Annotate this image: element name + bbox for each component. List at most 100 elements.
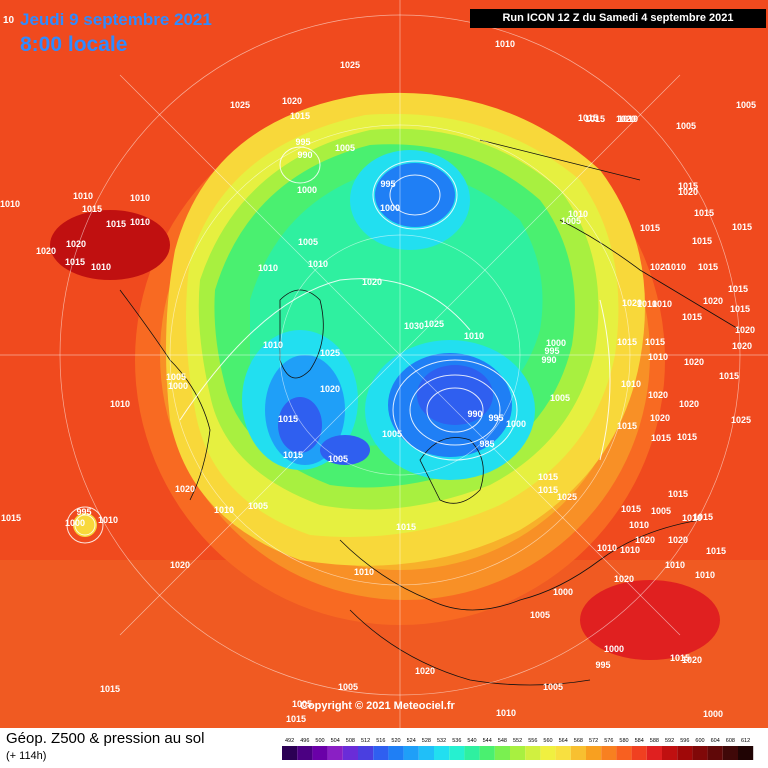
color-scale-swatch	[464, 746, 480, 760]
weather-map: 1025 1010 1025 1020 1015 995 990 1005 995 1000 100…	[0, 0, 768, 728]
isobar-label: 1010	[666, 262, 686, 272]
isobar-label: 1025	[731, 415, 751, 425]
color-scale-label: 596	[680, 738, 689, 744]
isobar-label: 1010	[597, 543, 617, 553]
isobar-label: 995	[488, 413, 503, 423]
isobar-label: 1030	[404, 321, 424, 331]
isobar-label: 1020	[732, 341, 752, 351]
isobar-label: 1015	[106, 219, 126, 229]
color-scale-label: 492	[285, 738, 294, 744]
isobar-label: 1020	[682, 655, 702, 665]
isobar-label: 1015	[670, 653, 690, 663]
isobar-label: 990	[541, 355, 556, 365]
isobar-label: 1015	[617, 337, 637, 347]
isobar-label: 1005	[335, 143, 355, 153]
color-scale-swatch	[540, 746, 556, 760]
color-scale-swatch	[282, 746, 298, 760]
isobar-label: 1025	[230, 100, 250, 110]
isobar-label: 1010	[695, 570, 715, 580]
color-scale-label: 520	[391, 738, 400, 744]
isobar-label: 1015	[396, 522, 416, 532]
isobar-label: 1010	[73, 191, 93, 201]
isobar-label: 1020	[635, 535, 655, 545]
color-scale-swatch	[358, 746, 374, 760]
isobar-label: 1010	[652, 299, 672, 309]
copyright-notice: Copyright © 2021 Meteociel.fr	[300, 700, 455, 712]
isobar-label: 1000	[65, 518, 85, 528]
isobar-label: 1005	[530, 610, 550, 620]
isobar-label: 1010	[621, 379, 641, 389]
isobar-label: 1000	[546, 338, 566, 348]
isobar-label: 1020	[735, 325, 755, 335]
color-scale: 492 496 500 504 508 512 516 520 524 528 532 536 540 5…	[282, 738, 754, 760]
isobar-label: 1025	[557, 492, 577, 502]
isobar-label: 1015	[617, 421, 637, 431]
isobar-label: 1015	[694, 208, 714, 218]
color-scale-swatch	[373, 746, 389, 760]
isobar-label: 1010	[308, 259, 328, 269]
isobar-label: 1010	[214, 505, 234, 515]
isobar-label: 1000	[703, 709, 723, 719]
isobar-label: 1020	[678, 187, 698, 197]
color-scale-label: 500	[315, 738, 324, 744]
color-scale-swatch	[510, 746, 526, 760]
isobar-label: 1010	[637, 299, 657, 309]
color-scale-swatch	[388, 746, 404, 760]
color-scale-swatch	[570, 746, 586, 760]
color-scale-label: 544	[483, 738, 492, 744]
isobar-lines	[66, 146, 611, 544]
color-scale-label: 568	[574, 738, 583, 744]
isobar-label: 1000	[506, 419, 526, 429]
isobar-label: 1015	[706, 546, 726, 556]
color-scale-swatch	[616, 746, 632, 760]
legend-footer: Géop. Z500 & pression au sol (+ 114h) 49…	[0, 728, 768, 768]
color-scale-swatch	[707, 746, 723, 760]
isobar-label: 1005	[550, 393, 570, 403]
color-scale-swatch	[479, 746, 495, 760]
color-scale-swatch	[434, 746, 450, 760]
isobar-label: 1005	[651, 506, 671, 516]
color-scale-swatch	[601, 746, 617, 760]
isobar-label: 1015	[728, 284, 748, 294]
color-scale-label: 552	[513, 738, 522, 744]
isobar-label: 1020	[282, 96, 302, 106]
isobar-label: 1000	[553, 587, 573, 597]
color-scale-label: 528	[422, 738, 431, 744]
isobar-label: 1005	[248, 501, 268, 511]
color-scale-label: 576	[604, 738, 613, 744]
isobar-label: 1015	[65, 257, 85, 267]
isobar-label: 1010	[0, 199, 20, 209]
isobar-label: 995	[595, 660, 610, 670]
isobar-label: 1010	[110, 399, 130, 409]
product-title: Géop. Z500 & pression au sol	[6, 730, 205, 747]
color-scale-swatch	[312, 746, 328, 760]
isobar-label: 990	[297, 150, 312, 160]
isobar-label: 1010	[568, 209, 588, 219]
isobar-label: 1015	[585, 114, 605, 124]
isobar-label: 1020	[170, 560, 190, 570]
isobar-label: 1015	[290, 111, 310, 121]
model-run-banner: Run ICON 12 Z du Samedi 4 septembre 2021	[470, 9, 766, 28]
color-scale-swatch	[631, 746, 647, 760]
isobar-label: 990	[467, 409, 482, 419]
color-scale-label: 580	[619, 738, 628, 744]
isobar-label: 1000	[297, 185, 317, 195]
isobar-label: 1005	[166, 372, 186, 382]
isobar-label: 1010	[354, 567, 374, 577]
isobar-label: 1005	[338, 682, 358, 692]
color-scale-label: 524	[407, 738, 416, 744]
color-scale-swatch	[692, 746, 708, 760]
isobar-label: 1010	[618, 114, 638, 124]
isobar-label: 1020	[66, 239, 86, 249]
isobar-label: 1000	[380, 203, 400, 213]
isobar-label: 1020	[616, 114, 636, 124]
isobar-label: 1010	[665, 560, 685, 570]
color-scale-swatch	[738, 746, 754, 760]
isobar-label: 1005	[382, 429, 402, 439]
color-scale-swatch	[677, 746, 693, 760]
color-scale-label: 516	[376, 738, 385, 744]
color-scale-label: 588	[650, 738, 659, 744]
isobar-label: 1015	[82, 204, 102, 214]
isobar-label: 1015	[1, 513, 21, 523]
isobar-label: 985	[479, 439, 494, 449]
